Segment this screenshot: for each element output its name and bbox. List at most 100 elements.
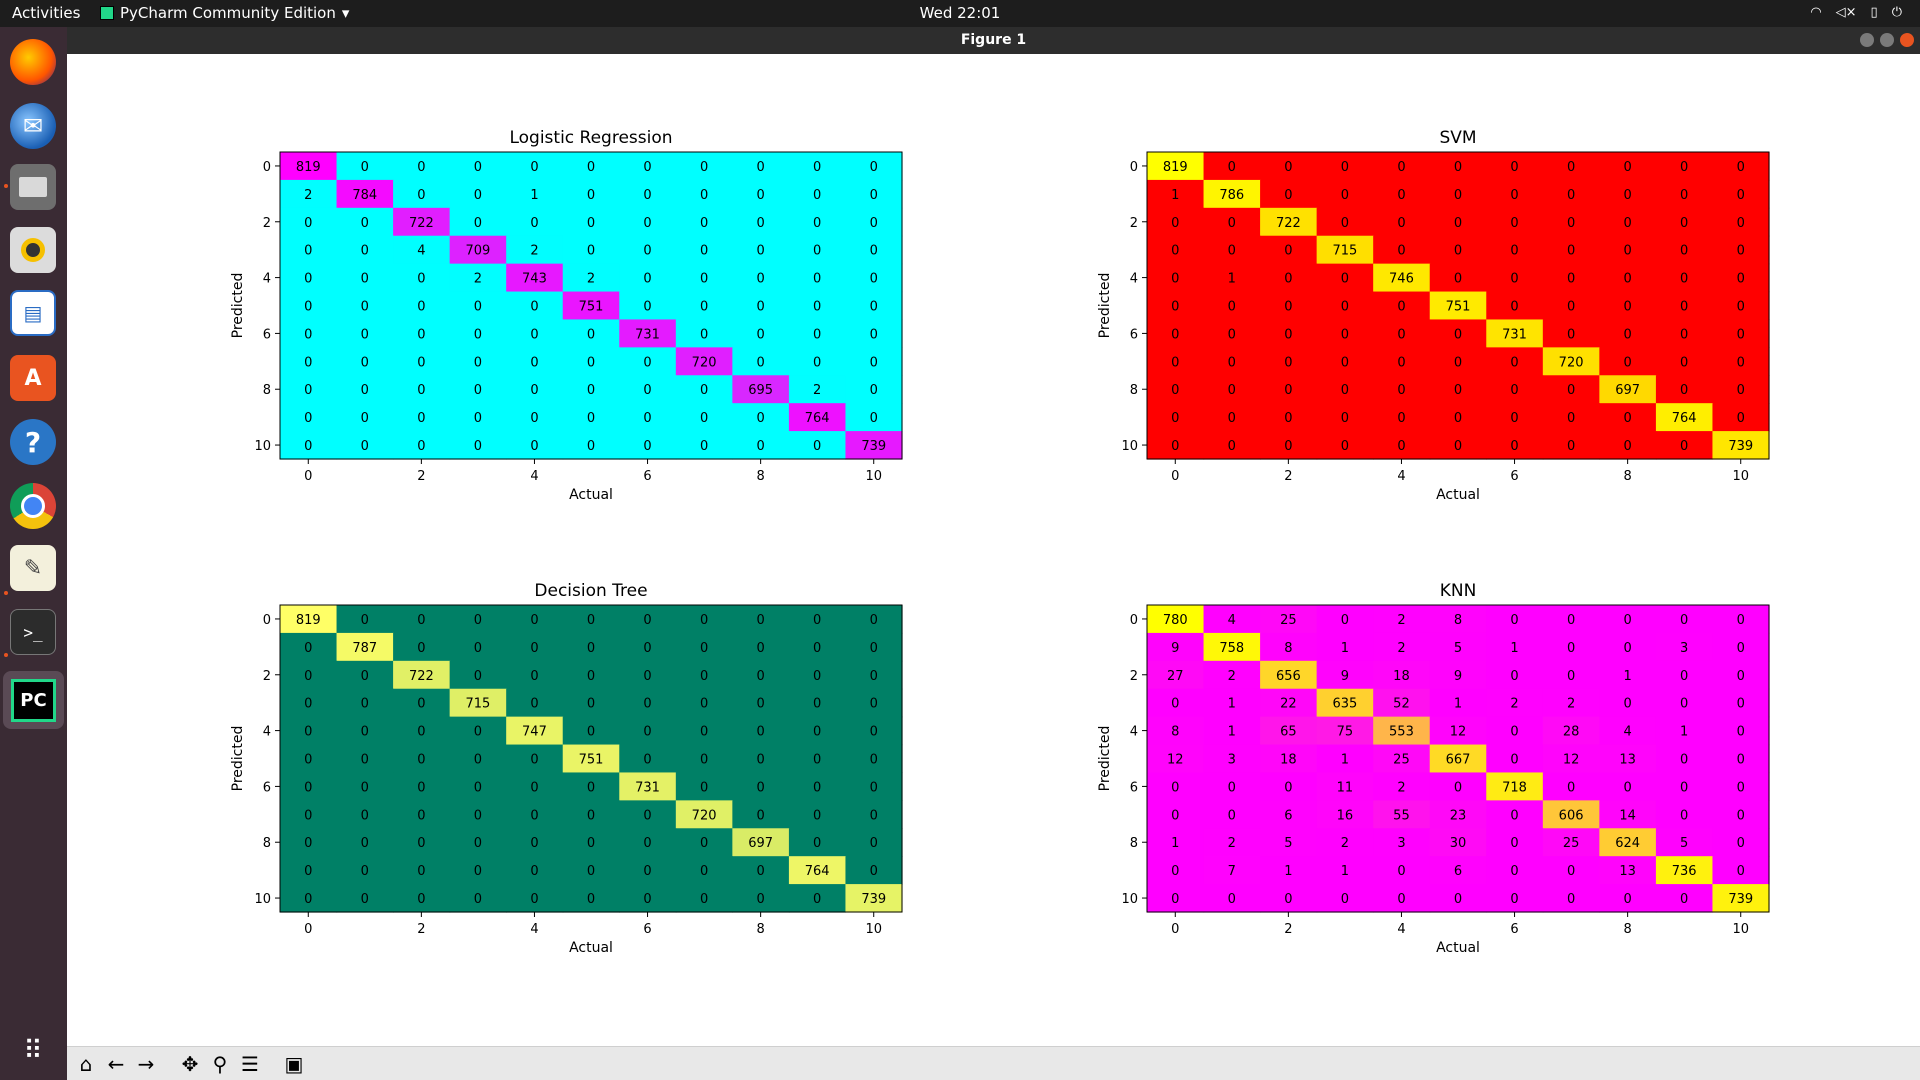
decision-tree-cell-label-10-1: 0 bbox=[361, 892, 369, 907]
svm-cell-label-4-1: 1 bbox=[1228, 272, 1236, 287]
svm-cell-label-1-10: 0 bbox=[1737, 188, 1745, 203]
knn-cell-7-6 bbox=[1486, 800, 1544, 829]
knn-cell-label-6-0: 0 bbox=[1171, 780, 1179, 795]
knn-cell-label-4-8: 4 bbox=[1623, 725, 1631, 740]
svm-cell-label-9-9: 764 bbox=[1672, 411, 1697, 426]
app-menu[interactable]: PyCharm Community Edition ▾ bbox=[100, 4, 349, 22]
decision-tree-cell-label-7-0: 0 bbox=[304, 808, 312, 823]
system-tray[interactable]: ◠ ◁× ▯ ⏻ bbox=[1810, 5, 1902, 20]
svm-cell-label-5-7: 0 bbox=[1567, 300, 1575, 315]
save-icon[interactable]: ▣ bbox=[284, 1051, 304, 1076]
activities-button[interactable]: Activities bbox=[12, 4, 81, 22]
knn-xlabel: Actual bbox=[1436, 940, 1480, 956]
knn-cell-label-8-3: 2 bbox=[1341, 836, 1349, 851]
back-icon[interactable]: ← bbox=[107, 1051, 125, 1076]
logistic-regression-cell-label-2-4: 0 bbox=[530, 216, 538, 231]
files-icon[interactable] bbox=[10, 164, 56, 210]
svm-cell-label-2-3: 0 bbox=[1341, 216, 1349, 231]
home-icon[interactable]: ⌂ bbox=[79, 1051, 93, 1076]
svm-cell-label-0-8: 0 bbox=[1623, 160, 1631, 175]
svm-cell-3-7 bbox=[1542, 235, 1600, 265]
logistic-regression-cell-5-2 bbox=[393, 291, 451, 321]
logistic-regression-cell-6-1 bbox=[336, 319, 394, 348]
knn-cell-4-8 bbox=[1599, 716, 1657, 746]
logistic-regression-cell-3-4 bbox=[506, 235, 564, 265]
grid-icon[interactable]: ⠿ bbox=[23, 1036, 43, 1066]
decision-tree-cell-5-8 bbox=[732, 744, 790, 774]
minimize-icon[interactable] bbox=[1860, 33, 1874, 47]
logistic-regression-cell-7-0 bbox=[280, 347, 338, 376]
svm-cell-1-5 bbox=[1429, 179, 1487, 209]
text-editor-icon[interactable]: ✎ bbox=[10, 545, 56, 591]
decision-tree-cell-4-0 bbox=[280, 716, 338, 746]
decision-tree-cell-5-2 bbox=[393, 744, 451, 774]
svm-cell-label-0-2: 0 bbox=[1284, 160, 1292, 175]
logistic-regression-cell-2-5 bbox=[562, 207, 620, 237]
knn-cell-6-8 bbox=[1599, 772, 1657, 801]
svm-cell-1-4 bbox=[1373, 179, 1431, 209]
svm-cell-8-9 bbox=[1655, 375, 1714, 404]
knn-cell-0-10 bbox=[1712, 605, 1770, 634]
mail-icon[interactable]: ✉ bbox=[10, 103, 56, 149]
maximize-icon[interactable] bbox=[1880, 33, 1894, 47]
close-icon[interactable] bbox=[1900, 33, 1914, 47]
knn-cell-label-6-2: 0 bbox=[1284, 780, 1292, 795]
decision-tree-cell-label-8-3: 0 bbox=[474, 836, 482, 851]
knn-cell-label-6-3: 11 bbox=[1337, 780, 1354, 795]
zoom-icon[interactable]: ⚲ bbox=[212, 1051, 228, 1076]
knn-cell-9-1 bbox=[1203, 856, 1261, 885]
svm-xtick-label-10: 10 bbox=[1732, 469, 1749, 484]
document-icon[interactable]: ▤ bbox=[10, 290, 56, 336]
logistic-regression-cell-5-9 bbox=[788, 291, 847, 321]
knn-cell-4-0 bbox=[1147, 716, 1205, 746]
configure-subplots-icon[interactable]: ☰ bbox=[241, 1051, 259, 1076]
decision-tree-cell-label-5-10: 0 bbox=[870, 753, 878, 768]
music-icon[interactable] bbox=[10, 227, 56, 273]
figure-canvas[interactable]: 819 0 0 0 0 0 0 0 0 0 0 2 784 0 0 1 0 0 0 0 0 0 0 0 722 0 0 0 0 0 0 0 0 0… bbox=[67, 54, 1920, 1046]
pan-icon[interactable]: ✥ bbox=[181, 1051, 199, 1076]
svm-cell-6-10 bbox=[1712, 319, 1770, 348]
decision-tree-xtick-label-8: 8 bbox=[756, 922, 764, 937]
window-title-bar[interactable]: Figure 1 bbox=[67, 27, 1920, 54]
logistic-regression-cell-label-2-5: 0 bbox=[587, 216, 595, 231]
knn-cell-label-4-7: 28 bbox=[1563, 725, 1580, 740]
svm-cell-10-9 bbox=[1655, 431, 1714, 460]
svm-cell-label-2-0: 0 bbox=[1171, 216, 1179, 231]
knn-cell-label-6-7: 0 bbox=[1567, 780, 1575, 795]
logistic-regression-cell-3-7 bbox=[675, 235, 733, 265]
knn-cell-label-3-5: 1 bbox=[1454, 697, 1462, 712]
terminal-icon[interactable]: >_ bbox=[10, 609, 56, 655]
knn-cell-label-7-9: 0 bbox=[1680, 808, 1688, 823]
svm-ytick-label-10: 10 bbox=[1121, 439, 1138, 454]
logistic-regression-title: Logistic Regression bbox=[509, 128, 672, 148]
decision-tree-cell-label-8-1: 0 bbox=[361, 836, 369, 851]
forward-icon[interactable]: → bbox=[137, 1051, 155, 1076]
help-icon[interactable]: ? bbox=[10, 419, 56, 465]
decision-tree-cell-3-4 bbox=[506, 688, 564, 718]
chrome-icon[interactable] bbox=[10, 483, 56, 529]
decision-tree-cell-7-2 bbox=[393, 800, 451, 829]
logistic-regression-cell-0-4 bbox=[506, 152, 564, 181]
decision-tree-cell-8-9 bbox=[788, 828, 847, 857]
logistic-regression-cell-label-6-4: 0 bbox=[530, 327, 538, 342]
svm-cell-4-10 bbox=[1712, 263, 1770, 293]
svm-cell-9-8 bbox=[1599, 403, 1657, 432]
decision-tree-cell-label-7-5: 0 bbox=[587, 808, 595, 823]
decision-tree-cell-label-5-2: 0 bbox=[417, 753, 425, 768]
pycharm-icon[interactable]: PC bbox=[3, 671, 64, 729]
decision-tree-cell-label-8-9: 0 bbox=[813, 836, 821, 851]
matplotlib-toolbar: ⌂ ← → ✥ ⚲ ☰ ▣ bbox=[67, 1046, 1920, 1080]
decision-tree-cell-4-1 bbox=[336, 716, 394, 746]
knn-xtick-label-6: 6 bbox=[1510, 922, 1518, 937]
decision-tree-cell-8-6 bbox=[619, 828, 677, 857]
svm-cell-6-5 bbox=[1429, 319, 1487, 348]
firefox-icon[interactable] bbox=[10, 39, 56, 85]
knn-cell-10-0 bbox=[1147, 884, 1205, 913]
knn-cell-label-3-2: 22 bbox=[1280, 697, 1297, 712]
knn-ytick-label-8: 8 bbox=[1130, 836, 1138, 851]
decision-tree-cell-label-8-2: 0 bbox=[417, 836, 425, 851]
knn-cell-6-2 bbox=[1260, 772, 1318, 801]
logistic-regression-cell-4-9 bbox=[788, 263, 847, 293]
decision-tree-cell-4-9 bbox=[788, 716, 847, 746]
software-store-icon[interactable]: A bbox=[10, 355, 56, 401]
